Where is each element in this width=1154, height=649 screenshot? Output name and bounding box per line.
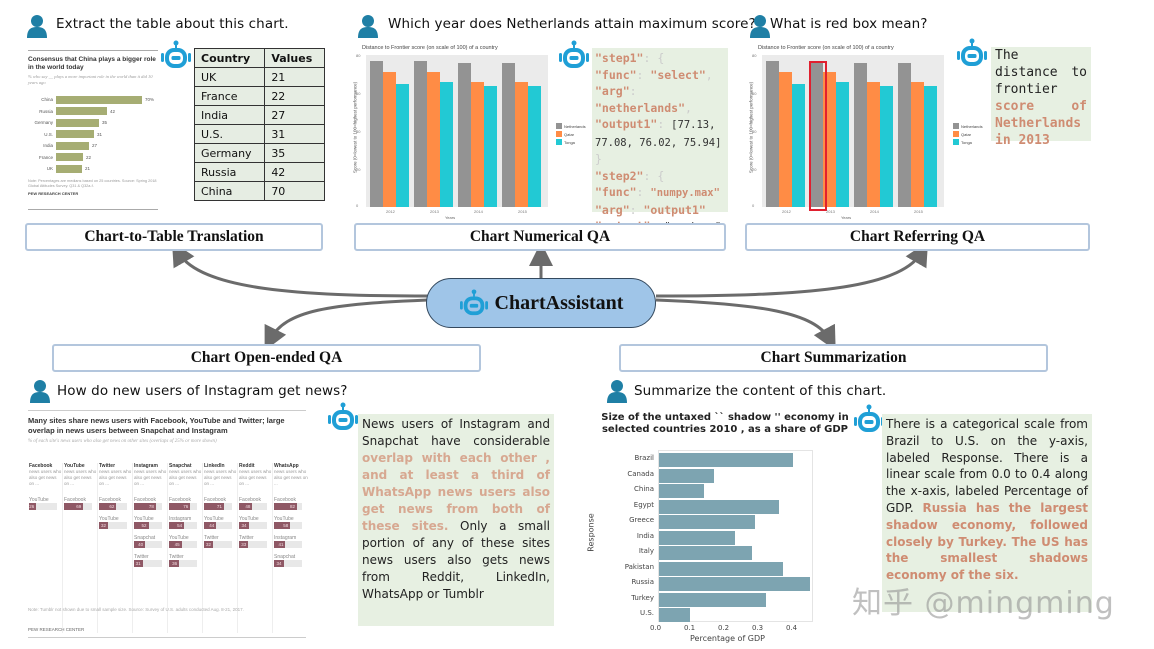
task-chart-summarization: Chart Summarization [619,344,1048,372]
user-avatar-icon [27,14,47,38]
table-row: France 22 [193,86,325,106]
question-text: Which year does Netherlands attain maxim… [388,16,756,32]
y-axis-label: Score (0=lowest to 100=highest performan… [352,81,358,174]
source-chart-pew-bar: Consensus that China plays a bigger role… [28,50,158,210]
chart-subtitle: % of each site's news users who also get… [28,439,217,444]
matrix-column: Twitter news users who also get news on .… [98,463,133,633]
chart-brand: PEW RESEARCH CENTER [28,627,85,632]
bar-row: India 27 [43,141,98,150]
robot-icon [459,289,489,317]
horizontal-bar-chart: Size of the untaxed `` shadow '' economy… [586,412,849,643]
user-avatar-icon [358,14,378,38]
chart-title: Distance to Frontier score (on scale of … [758,45,894,51]
table-row: China 70 [193,181,325,201]
source-chart-pew-matrix: Many sites share news users with Faceboo… [28,410,308,638]
chart-title: Many sites share news users with Faceboo… [28,416,285,435]
chart-legend: Netherlands Qatar Tonga [953,122,983,146]
question-text: Extract the table about this chart. [56,16,289,32]
robot-icon [956,38,988,68]
chart-subtitle: % who say __ plays a more important role… [28,74,153,85]
grouped-bar-chart: Distance to Frontier score (on scale of … [350,45,550,225]
chart-title: Distance to Frontier score (on scale of … [362,45,498,51]
bar-row: Russia 42 [39,107,116,116]
bar-row: U.S. 31 [44,130,103,139]
table-row: Russia 42 [193,162,325,182]
user-avatar-icon [750,14,770,38]
user-avatar-icon [30,379,50,403]
task-chart-referring-qa: Chart Referring QA [745,223,1090,251]
plot-area [762,55,944,207]
matrix-column: Snapchat news users who also get news on … [168,463,203,633]
user-avatar-icon [607,379,627,403]
robot-icon [160,40,192,70]
bar-row: China 70% [41,95,155,104]
table-row: Germany 35 [193,143,325,163]
bar-row: Germany 35 [34,118,108,127]
question-text: How do new users of Instagram get news? [57,383,348,399]
chart-legend: Netherlands Qatar Tonga [556,122,586,146]
chart-note: Note: Percentages are medians based on 2… [28,178,157,188]
x-axis-label: Percentage of GDP [690,634,765,643]
open-ended-answer: News users of Instagram and Snapchat hav… [358,414,554,626]
bar-row: France 22 [38,153,92,162]
chart-brand: PEW RESEARCH CENTER [28,190,79,196]
numerical-answer-code: "step1": { "func": "select", "arg": "net… [592,48,728,233]
y-axis-label: Response [586,513,596,552]
chart-note: Note: Tumblr not shown due to small samp… [28,607,244,612]
matrix-column: LinkedIn news users who also get news on … [203,463,238,633]
center-label: ChartAssistant [494,291,624,314]
question-text: Summarize the content of this chart. [634,383,887,399]
summary-answer: There is a categorical scale from Brazil… [882,414,1092,612]
matrix-column: YouTube news users who also get news on .… [63,463,98,633]
robot-icon [853,404,885,434]
plot-area [658,450,813,622]
task-chart-open-ended-qa: Chart Open-ended QA [52,344,481,372]
red-highlight-box [809,61,827,211]
matrix-column: Instagram news users who also get news on… [133,463,168,633]
table-row: India 27 [193,105,325,125]
referring-answer: The distance to frontier score of Nether… [991,47,1091,148]
robot-icon [558,40,590,70]
chart-title: Consensus that China plays a bigger role… [28,56,156,71]
table-row: U.S. 31 [193,124,325,144]
task-chart-numerical-qa: Chart Numerical QA [354,223,726,251]
matrix-column: Facebook news users who also get news on … [28,463,63,633]
extracted-data-table: Country Values UK 21 France 22 India 27 U.S.… [193,48,325,201]
task-chart-to-table: Chart-to-Table Translation [25,223,323,251]
plot-area [366,55,548,207]
question-text: What is red box mean? [770,16,928,32]
robot-icon [327,402,359,432]
watermark: 知乎 @mingming [852,586,1115,621]
y-axis-label: Score (0=lowest to 100=highest performan… [748,81,754,174]
matrix-column: WhatsApp news users who also get news on … [274,463,308,567]
table-header-row: Country Values [193,48,325,68]
grouped-bar-chart-with-red-box: Distance to Frontier score (on scale of … [746,45,946,225]
matrix-column: Reddit news users who also get news on ..… [238,463,273,633]
chartassistant-node: ChartAssistant [426,278,656,328]
table-row: UK 21 [193,67,325,87]
chart-title: Size of the untaxed `` shadow '' economy… [601,412,849,435]
bar-row: UK 21 [46,164,91,173]
